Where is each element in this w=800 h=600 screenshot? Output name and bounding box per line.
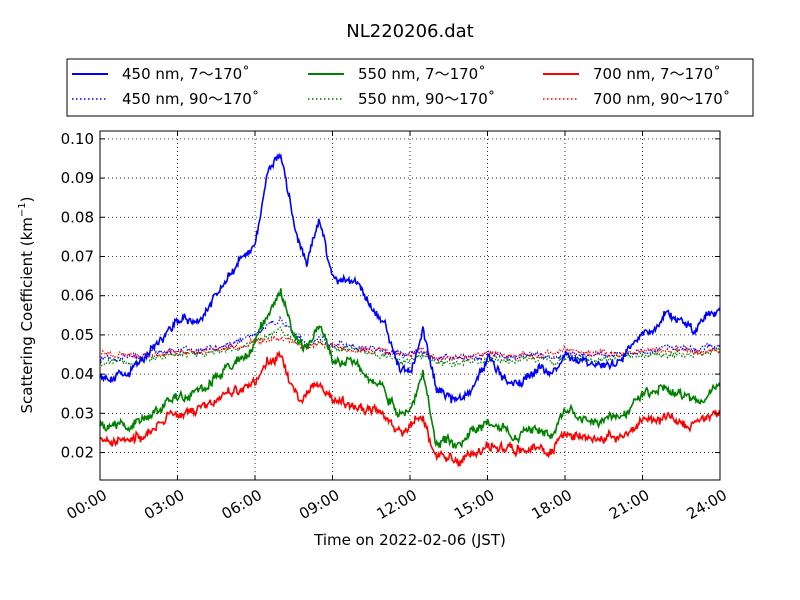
y-tick-label: 0.02 [61, 444, 94, 462]
series-layer [99, 152, 721, 469]
y-axis-label: Scattering Coefficient (km−1) [17, 196, 36, 413]
y-axis-label-end: ) [18, 196, 36, 202]
grid [100, 131, 720, 480]
y-tick-label: 0.05 [61, 326, 94, 344]
y-axis-label-main: Scattering Coefficient (km [18, 217, 36, 413]
series-line [99, 350, 721, 469]
y-tick-label: 0.06 [61, 287, 94, 305]
legend-box [66, 58, 754, 117]
legend-label: 450 nm, 90～170˚ [122, 90, 259, 108]
series-line [99, 152, 721, 404]
legend-label: 550 nm, 90～170˚ [358, 90, 495, 108]
x-axis-label: Time on 2022-02-06 (JST) [313, 531, 506, 549]
legend-label: 700 nm, 90～170˚ [593, 90, 730, 108]
legend-label: 700 nm, 7～170˚ [593, 65, 721, 83]
legend-label: 450 nm, 7～170˚ [122, 65, 250, 83]
y-tick-label: 0.08 [61, 208, 94, 226]
series-line [99, 333, 721, 363]
series-line [99, 326, 721, 368]
y-tick-label: 0.09 [61, 169, 94, 187]
chart-title: NL220206.dat [346, 21, 473, 42]
series-line [99, 288, 721, 449]
y-axis-label-exponent: −1 [17, 202, 28, 217]
y-tick-label: 0.03 [61, 404, 94, 422]
y-tick-label: 0.10 [61, 130, 94, 148]
legend-label: 550 nm, 7～170˚ [358, 65, 486, 83]
y-tick-label: 0.07 [61, 247, 94, 265]
legend: 450 nm, 7～170˚ 450 nm, 90～170˚ 550 nm, 7～1… [66, 58, 754, 117]
y-tick-label: 0.04 [61, 365, 94, 383]
